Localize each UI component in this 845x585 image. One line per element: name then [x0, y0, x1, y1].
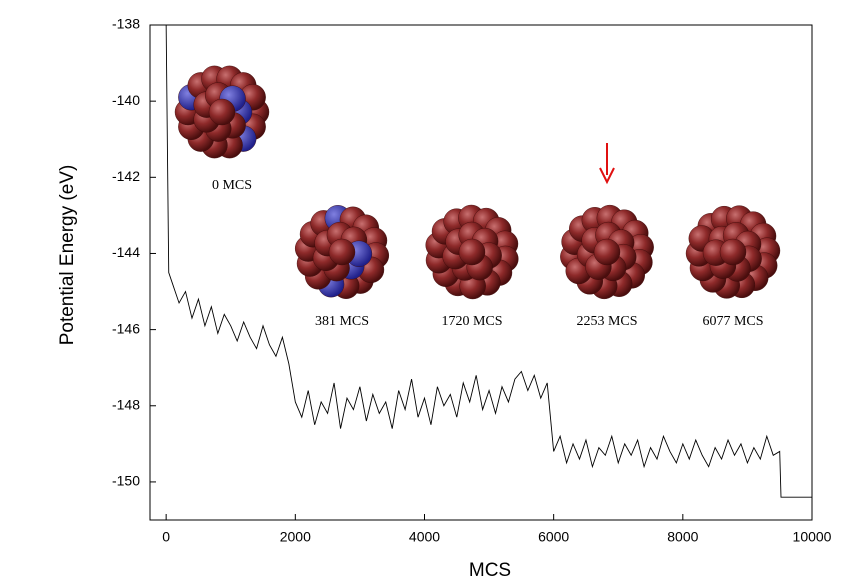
clusters: [174, 65, 781, 300]
cluster-atom: [593, 238, 621, 266]
annotation: 6077 MCS: [702, 314, 763, 329]
cluster-atom: [208, 98, 236, 126]
line-series: [165, 24, 812, 498]
x-tick-label: 4000: [409, 529, 440, 545]
cluster-atom: [458, 238, 486, 266]
y-tick-label: -144: [112, 244, 140, 260]
x-tick-label: 6000: [538, 529, 569, 545]
annotation: 381 MCS: [315, 314, 369, 329]
annotation: 1720 MCS: [441, 314, 502, 329]
x-tick-label: 0: [162, 529, 170, 545]
plot-frame: [149, 24, 813, 521]
y-tick-label: -140: [112, 92, 140, 108]
cluster-atom: [328, 238, 356, 266]
y-tick-label: -146: [112, 320, 140, 336]
x-tick-label: 8000: [667, 529, 698, 545]
y-tick-label: -148: [112, 396, 140, 412]
y-tick-label: -142: [112, 168, 140, 184]
annotation: 2253 MCS: [576, 314, 637, 329]
x-tick-label: 2000: [280, 529, 311, 545]
x-tick-label: 10000: [793, 529, 832, 545]
y-tick-label: -138: [112, 16, 140, 32]
y-tick-label: -150: [112, 473, 140, 489]
annotation: 0 MCS: [212, 178, 252, 193]
red-arrow: [599, 143, 615, 185]
cluster-atom: [719, 238, 747, 266]
x-axis-label: MCS: [469, 560, 511, 581]
y-axis-label: Potential Energy (eV): [57, 165, 78, 346]
